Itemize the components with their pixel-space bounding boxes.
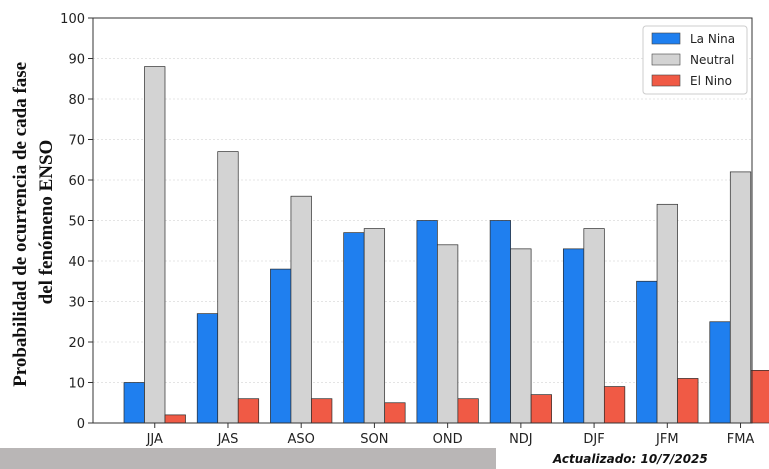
y-tick-label-40: 40 — [68, 255, 85, 270]
bar-neutral-djf — [583, 228, 605, 424]
y-axis-ticks: 0 10 20 30 40 50 60 70 80 90 100 — [60, 12, 93, 432]
y-axis-label-line-2: del fenómeno ENSO — [36, 140, 57, 305]
x-tick-label-jfm: JFM — [655, 432, 679, 447]
bar-neutral-son — [363, 228, 386, 424]
bar-el-nino-jja — [164, 414, 186, 424]
bar-la-nina-jas — [196, 313, 219, 424]
bar-el-nino-fma — [750, 370, 769, 424]
y-tick-label-0: 0 — [77, 417, 85, 432]
x-tick-label-jas: JAS — [217, 432, 239, 447]
legend-label-neutral: Neutral — [690, 53, 734, 67]
legend: La Nina Neutral El Nino — [642, 25, 748, 95]
bar-neutral-jfm — [656, 203, 678, 424]
x-tick-label-ndj: NDJ — [509, 432, 533, 447]
x-axis-ticks: JJA JAS ASO SON OND NDJ DJF JFM FMA — [146, 423, 755, 447]
bar-la-nina-fma — [709, 321, 731, 424]
bar-la-nina-aso — [270, 268, 292, 424]
bar-el-nino-ndj — [530, 394, 552, 424]
updated-date: Actualizado: 10/7/2025 — [552, 452, 708, 466]
y-tick-label-60: 60 — [68, 174, 85, 189]
y-axis-label-line-1: Probabilidad de ocurrencia de cada fase — [10, 62, 31, 387]
bar-el-nino-jfm — [677, 378, 699, 424]
y-tick-label-90: 90 — [68, 53, 85, 68]
legend-label-la-nina: La Nina — [690, 32, 735, 46]
y-tick-label-80: 80 — [68, 93, 85, 108]
y-tick-label-70: 70 — [68, 134, 85, 149]
bar-el-nino-djf — [603, 386, 626, 424]
bar-la-nina-son — [343, 232, 365, 424]
x-tick-label-aso: ASO — [287, 432, 314, 447]
bar-la-nina-djf — [562, 248, 585, 424]
bar-neutral-ndj — [510, 248, 532, 424]
bar-neutral-aso — [290, 195, 312, 424]
x-tick-label-fma: FMA — [727, 432, 755, 447]
bar-la-nina-ond — [416, 220, 438, 424]
bar-la-nina-jfm — [636, 280, 658, 424]
x-tick-label-ond: OND — [433, 432, 463, 447]
legend-swatch-neutral — [651, 53, 681, 66]
bar-la-nina-ndj — [489, 220, 511, 424]
bar-neutral-jas — [217, 151, 239, 424]
y-tick-label-20: 20 — [68, 336, 85, 351]
legend-swatch-el-nino — [651, 74, 681, 87]
legend-swatch-la-nina — [651, 32, 681, 45]
bar-neutral-fma — [729, 171, 752, 424]
legend-label-el-nino: El Nino — [690, 74, 732, 88]
bar-neutral-jja — [144, 66, 166, 424]
bars — [123, 66, 769, 424]
footer-band — [0, 448, 496, 469]
bar-el-nino-ond — [457, 398, 479, 424]
y-tick-label-100: 100 — [60, 12, 85, 27]
bar-el-nino-aso — [311, 398, 333, 424]
bar-la-nina-jja — [123, 382, 145, 424]
y-tick-label-10: 10 — [68, 377, 85, 392]
y-tick-label-30: 30 — [68, 296, 85, 311]
bar-neutral-ond — [437, 244, 459, 424]
bar-el-nino-son — [384, 402, 406, 424]
y-axis-label: Probabilidad de ocurrencia de cada fase … — [10, 57, 57, 387]
x-tick-label-son: SON — [360, 432, 388, 447]
x-tick-label-jja: JJA — [146, 432, 163, 447]
bar-el-nino-jas — [237, 398, 260, 424]
x-tick-label-djf: DJF — [583, 432, 604, 447]
y-tick-label-50: 50 — [68, 215, 85, 230]
